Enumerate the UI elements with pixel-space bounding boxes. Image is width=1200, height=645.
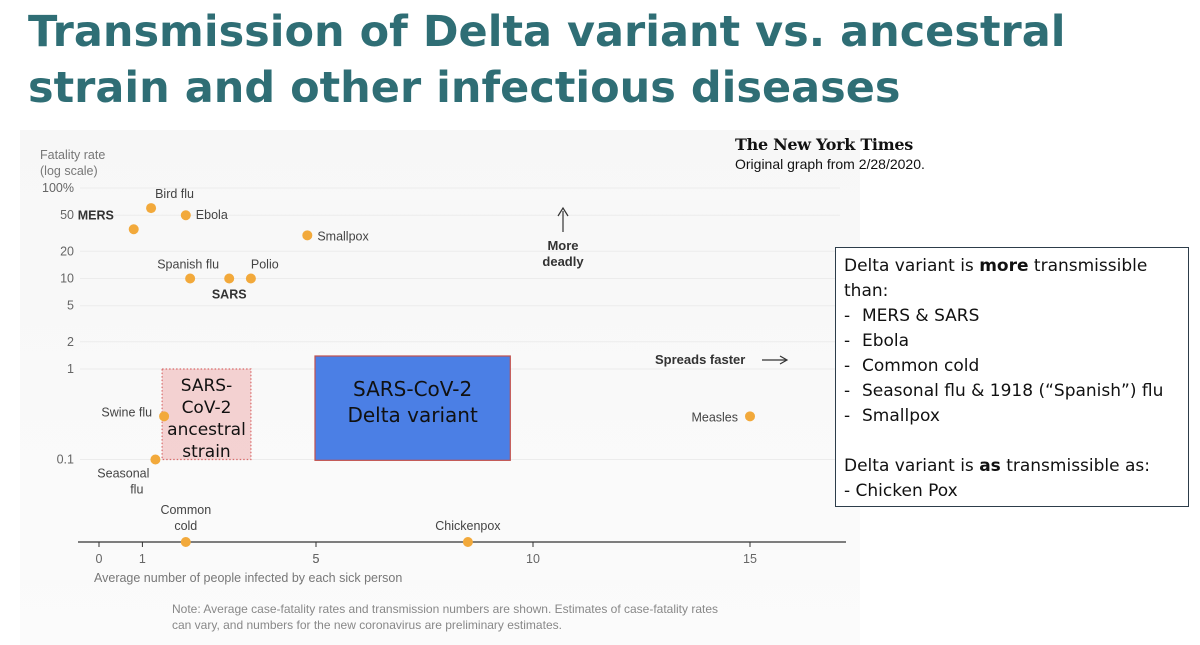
y-tick-label: 1	[67, 362, 74, 376]
x-tick-label: 0	[96, 552, 103, 566]
delta-variant-box	[314, 355, 511, 461]
y-tick-label: 20	[60, 244, 74, 258]
callout-list-item: - Common cold	[844, 356, 980, 376]
callout-chickenpox-line: - Chicken Pox	[844, 481, 958, 501]
x-tick-label: 1	[139, 552, 146, 566]
ancestral-strain-label: CoV-2	[182, 398, 232, 418]
data-point-label: SARS	[212, 288, 247, 302]
chart-note: Note: Average case-fatality rates and tr…	[172, 602, 718, 616]
data-point-label: cold	[174, 519, 197, 533]
callout-list: - MERS & SARS - Ebola - Common cold - Seasonal …	[844, 304, 1180, 429]
data-point	[302, 230, 313, 241]
data-point	[146, 203, 157, 214]
delta-variant-label: SARS-CoV-2	[353, 377, 472, 401]
ancestral-strain-label: SARS-	[181, 376, 232, 396]
callout-list-item: - Seasonal flu & 1918 (“Spanish”) flu	[844, 381, 1164, 401]
data-point	[180, 210, 191, 221]
data-point	[180, 537, 191, 547]
more-deadly-arrowhead	[557, 206, 569, 217]
y-tick-label: 50	[60, 208, 74, 222]
x-tick-label: 15	[743, 552, 757, 566]
data-point	[128, 224, 139, 235]
data-point-label: Measles	[691, 410, 738, 424]
y-tick-label: 5	[67, 299, 74, 313]
data-point	[224, 273, 235, 284]
delta-variant-label: Delta variant	[347, 403, 478, 427]
callout-box: Delta variant is more transmissible than…	[835, 247, 1189, 507]
ancestral-strain-box	[161, 368, 252, 461]
spreads-faster-label: Spreads faster	[655, 352, 745, 367]
data-point	[159, 411, 170, 422]
y-tick-label: 0.1	[57, 453, 74, 467]
x-axis-label: Average number of people infected by eac…	[94, 571, 402, 585]
callout-more-line: Delta variant is more transmissible	[844, 256, 1148, 276]
chart-note: can vary, and numbers for the new corona…	[172, 618, 562, 632]
callout-list-item: - Ebola	[844, 331, 910, 351]
more-deadly-label: deadly	[542, 254, 584, 269]
data-point-label: Smallpox	[317, 229, 369, 243]
y-tick-label: 10	[60, 272, 74, 286]
callout-list-item: - Smallpox	[844, 406, 940, 426]
data-point-label: Spanish flu	[157, 258, 219, 272]
data-point	[245, 273, 256, 284]
scatter-chart: Fatality rate(log scale)100%5020105210.1…	[40, 148, 846, 632]
callout-list-item: - MERS & SARS	[844, 306, 980, 326]
data-point	[462, 537, 473, 547]
data-point-label: Polio	[251, 258, 279, 272]
ancestral-strain-label: ancestral	[167, 420, 246, 440]
data-point	[150, 454, 161, 465]
callout-than-line: than:	[844, 281, 889, 301]
callout-as-line: Delta variant is as transmissible as:	[844, 456, 1151, 476]
data-point-label: Common	[160, 503, 211, 517]
data-point-label: Chickenpox	[435, 519, 501, 533]
data-point-label: MERS	[78, 208, 114, 222]
ancestral-strain-label: strain	[182, 442, 230, 462]
y-axis-label: Fatality rate	[40, 148, 105, 162]
y-axis-label: (log scale)	[40, 164, 98, 178]
y-tick-label: 2	[67, 335, 74, 349]
nyt-logo: The New York Times	[735, 135, 913, 154]
x-tick-label: 5	[313, 552, 320, 566]
data-point-label: flu	[130, 483, 143, 497]
data-point	[745, 411, 755, 422]
y-tick-label: 100%	[42, 181, 74, 195]
data-point	[185, 273, 196, 284]
more-deadly-label: More	[547, 238, 578, 253]
x-tick-label: 5	[313, 552, 320, 566]
slide-title: Transmission of Delta variant vs. ancest…	[28, 7, 1066, 113]
data-point-label: Seasonal	[97, 467, 149, 481]
x-tick-label: 10	[526, 552, 540, 566]
source-note: Original graph from 2/28/2020.	[735, 156, 925, 172]
data-point-label: Ebola	[196, 208, 228, 222]
spreads-faster-arrowhead	[779, 355, 789, 365]
data-point-label: Bird flu	[155, 187, 194, 201]
data-point-label: Swine flu	[101, 405, 152, 419]
